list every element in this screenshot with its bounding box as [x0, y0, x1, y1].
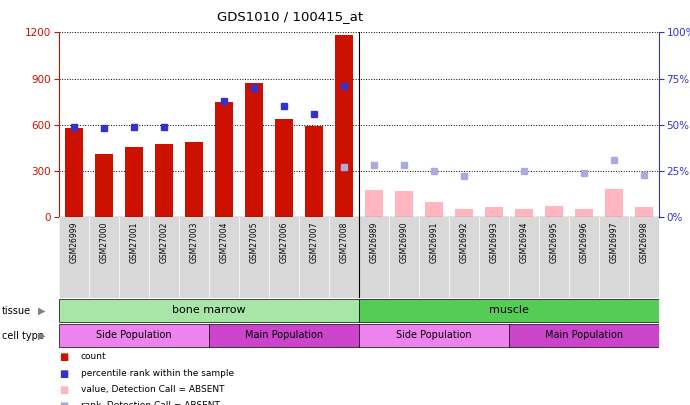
Text: Main Population: Main Population: [245, 330, 323, 340]
Bar: [575, 209, 593, 217]
Bar: [455, 209, 473, 217]
Text: Main Population: Main Population: [545, 330, 623, 340]
Text: GSM26995: GSM26995: [549, 221, 558, 262]
Bar: [95, 154, 112, 217]
Bar: [155, 144, 172, 217]
Bar: [515, 209, 533, 217]
Text: GSM27001: GSM27001: [129, 221, 138, 262]
Text: ■: ■: [59, 385, 68, 395]
Text: GSM27004: GSM27004: [219, 221, 228, 262]
Text: GSM27003: GSM27003: [189, 221, 198, 262]
Text: muscle: muscle: [489, 305, 529, 315]
Text: GSM26993: GSM26993: [489, 221, 498, 262]
Text: GSM27007: GSM27007: [309, 221, 318, 262]
Text: Side Population: Side Population: [396, 330, 472, 340]
Bar: [305, 126, 323, 217]
Text: ▶: ▶: [38, 306, 46, 315]
Text: GSM26999: GSM26999: [69, 221, 78, 262]
Text: rank, Detection Call = ABSENT: rank, Detection Call = ABSENT: [81, 401, 219, 405]
Text: GSM27008: GSM27008: [339, 221, 348, 262]
Text: GDS1010 / 100415_at: GDS1010 / 100415_at: [217, 10, 363, 23]
Text: GSM26998: GSM26998: [640, 221, 649, 262]
Bar: [395, 191, 413, 217]
Bar: [635, 207, 653, 217]
Bar: [545, 206, 563, 217]
Text: percentile rank within the sample: percentile rank within the sample: [81, 369, 234, 377]
Text: GSM26989: GSM26989: [369, 221, 378, 262]
Text: GSM26994: GSM26994: [520, 221, 529, 262]
Bar: [208, 324, 359, 347]
Bar: [245, 83, 263, 217]
Text: value, Detection Call = ABSENT: value, Detection Call = ABSENT: [81, 385, 224, 394]
Text: ■: ■: [59, 369, 68, 379]
Text: count: count: [81, 352, 106, 361]
Text: cell type: cell type: [2, 331, 44, 341]
Text: GSM26997: GSM26997: [609, 221, 618, 262]
Text: ▶: ▶: [38, 331, 46, 341]
Text: GSM26992: GSM26992: [460, 221, 469, 262]
Bar: [359, 299, 659, 322]
Bar: [275, 119, 293, 217]
Bar: [365, 190, 383, 217]
Bar: [335, 35, 353, 217]
Bar: [215, 102, 233, 217]
Bar: [59, 299, 359, 322]
Text: tissue: tissue: [2, 306, 31, 315]
Text: ■: ■: [59, 352, 68, 362]
Text: bone marrow: bone marrow: [172, 305, 246, 315]
Bar: [509, 324, 659, 347]
Text: GSM26996: GSM26996: [580, 221, 589, 262]
Text: GSM26991: GSM26991: [429, 221, 438, 262]
Bar: [185, 142, 203, 217]
Text: GSM27006: GSM27006: [279, 221, 288, 262]
Bar: [65, 128, 83, 217]
Bar: [359, 324, 509, 347]
Bar: [485, 207, 503, 217]
Bar: [605, 189, 623, 217]
Text: GSM26990: GSM26990: [400, 221, 408, 262]
Text: ■: ■: [59, 401, 68, 405]
Bar: [125, 147, 143, 217]
Bar: [59, 324, 208, 347]
Text: Side Population: Side Population: [96, 330, 172, 340]
Text: GSM27002: GSM27002: [159, 221, 168, 262]
Text: GSM27000: GSM27000: [99, 221, 108, 262]
Text: GSM27005: GSM27005: [249, 221, 258, 262]
Bar: [425, 202, 443, 217]
